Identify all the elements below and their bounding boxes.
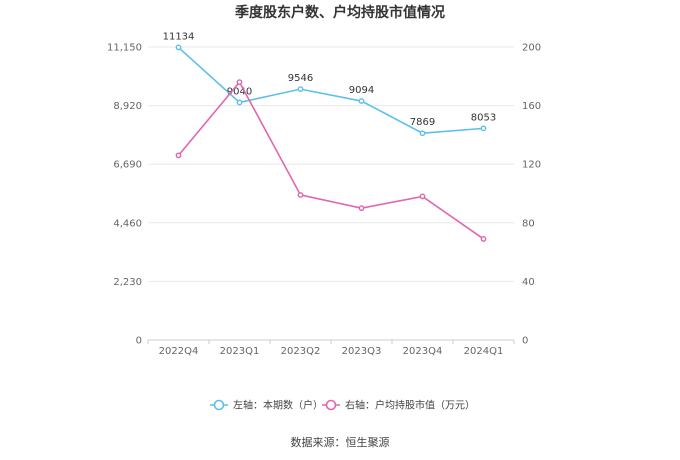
legend-marker — [213, 399, 225, 411]
data-label: 9546 — [288, 73, 313, 84]
data-point — [297, 86, 304, 93]
data-point — [297, 192, 304, 198]
y-right-tick-label: 160 — [522, 101, 541, 112]
y-left-tick-label: 11,150 — [107, 43, 142, 54]
y-right-tick-label: 0 — [522, 336, 528, 347]
x-tick-label: 2024Q1 — [464, 346, 504, 357]
x-tick-label: 2023Q4 — [403, 346, 443, 357]
data-point — [480, 125, 487, 132]
data-label: 9094 — [349, 85, 374, 96]
y-left-tick-label: 6,690 — [113, 160, 142, 171]
y-right-tick-label: 40 — [522, 277, 535, 288]
y-left-tick-label: 2,230 — [113, 277, 142, 288]
y-right-tick-label: 120 — [522, 160, 541, 171]
data-point — [358, 98, 365, 104]
series-line-1 — [177, 46, 484, 135]
series-layer: 11134 9040 9546 9094 7869 8053 — [163, 31, 496, 242]
legend-marker — [325, 399, 337, 411]
x-tick-label: 2023Q1 — [220, 346, 260, 357]
data-point — [419, 130, 426, 137]
data-point — [480, 236, 487, 242]
y-right-tick-label: 80 — [522, 218, 535, 229]
data-label: 11134 — [163, 31, 195, 42]
y-left-tick-label: 4,460 — [113, 218, 142, 229]
series-line-2 — [177, 80, 484, 240]
data-point — [175, 44, 182, 51]
legend-label: 右轴：户均持股市值（万元） — [345, 399, 475, 412]
data-point — [236, 79, 243, 86]
legend-label: 左轴：本期数（户） — [233, 399, 323, 412]
legend[interactable]: 左轴：本期数（户） 右轴：户均持股市值（万元） — [210, 399, 475, 412]
data-label: 7869 — [410, 117, 435, 128]
x-tick-label: 2023Q3 — [342, 346, 382, 357]
data-label: 9040 — [227, 86, 252, 97]
data-source: 数据来源：恒生聚源 — [291, 435, 390, 449]
y-right-tick-label: 200 — [522, 43, 541, 54]
y-left-tick-label: 8,920 — [113, 101, 142, 112]
chart-title: 季度股东户数、户均持股市值情况 — [234, 4, 445, 21]
y-left-tick-label: 0 — [136, 336, 142, 347]
data-point — [236, 99, 243, 106]
axis-layer: 0 0 2,230 40 4,460 80 6,690 120 8,920 160 11,150 20… — [107, 43, 541, 358]
grid-layer — [148, 46, 514, 341]
data-point — [358, 205, 365, 212]
x-tick-label: 2023Q2 — [281, 346, 321, 357]
legend-item-2[interactable]: 右轴：户均持股市值（万元） — [322, 399, 475, 412]
data-point — [419, 193, 426, 200]
data-point — [175, 152, 182, 159]
x-tick-label: 2022Q4 — [159, 346, 199, 357]
data-label: 8053 — [471, 112, 496, 123]
legend-item-1[interactable]: 左轴：本期数（户） — [210, 399, 323, 412]
